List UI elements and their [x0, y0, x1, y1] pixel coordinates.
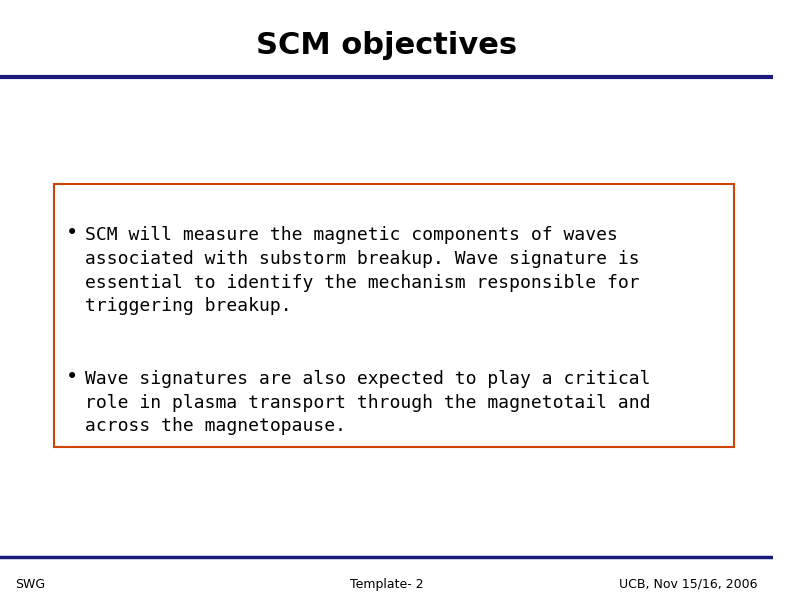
Text: Wave signatures are also expected to play a critical
role in plasma transport th: Wave signatures are also expected to pla… — [85, 370, 650, 436]
Text: Template- 2: Template- 2 — [349, 578, 423, 591]
Text: UCB, Nov 15/16, 2006: UCB, Nov 15/16, 2006 — [619, 578, 757, 591]
Text: •: • — [66, 367, 78, 387]
Text: SCM objectives: SCM objectives — [256, 31, 517, 61]
Text: SCM will measure the magnetic components of waves
associated with substorm break: SCM will measure the magnetic components… — [85, 226, 640, 315]
Text: •: • — [66, 223, 78, 244]
FancyBboxPatch shape — [54, 184, 734, 447]
Text: SWG: SWG — [16, 578, 46, 591]
